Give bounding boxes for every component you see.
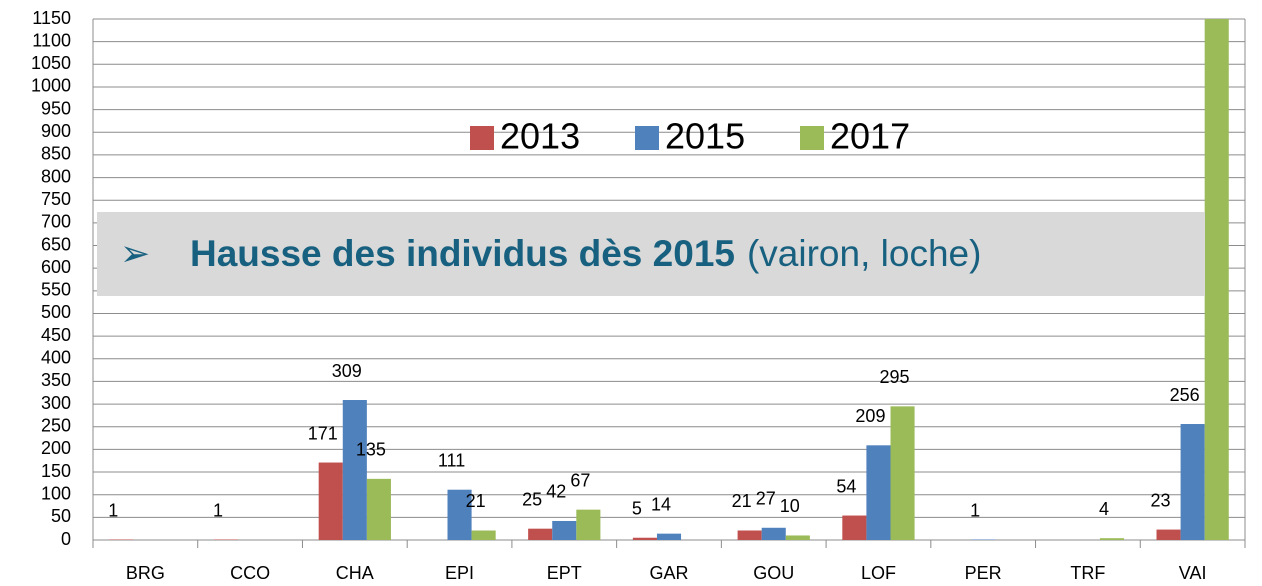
x-tick-label: EPT — [547, 563, 582, 583]
y-tick-label: 1000 — [31, 76, 71, 96]
x-tick-label: EPI — [445, 563, 474, 583]
x-tick-label: PER — [965, 563, 1002, 583]
legend-label: 2013 — [500, 116, 580, 157]
data-label: 27 — [756, 489, 776, 509]
y-tick-label: 100 — [41, 483, 71, 503]
bar — [1099, 538, 1125, 540]
data-label: 1 — [970, 500, 980, 520]
x-tick-label: CHA — [336, 563, 374, 583]
legend-label: 2015 — [665, 116, 745, 157]
data-label: 209 — [855, 406, 885, 426]
y-tick-label: 800 — [41, 166, 71, 186]
y-tick-label: 550 — [41, 280, 71, 300]
y-tick-label: 1100 — [32, 30, 71, 50]
data-label: 21 — [732, 491, 752, 511]
x-tick-label: GAR — [649, 563, 688, 583]
x-tick-label: CCO — [230, 563, 270, 583]
bar — [471, 530, 496, 540]
y-tick-label: 1050 — [31, 53, 71, 73]
data-label: 309 — [332, 361, 362, 381]
data-label: 14 — [651, 494, 671, 514]
annotation-bullet: ➢ — [120, 233, 150, 274]
data-label: 1 — [213, 500, 223, 520]
data-label: 111 — [438, 450, 465, 470]
bar — [1204, 19, 1229, 540]
data-label: 10 — [780, 496, 800, 516]
bar — [761, 527, 786, 540]
annotation-box — [97, 212, 1205, 296]
annotation-normal: (vairon, loche) — [747, 233, 981, 274]
y-tick-label: 50 — [51, 506, 71, 526]
bar — [1156, 529, 1181, 540]
data-label: 295 — [880, 367, 910, 387]
bar — [576, 509, 601, 540]
bar — [318, 462, 343, 540]
data-label: 54 — [836, 476, 856, 496]
data-label: 5 — [632, 498, 642, 518]
y-tick-label: 700 — [41, 212, 71, 232]
bar — [528, 528, 553, 540]
bar — [785, 535, 810, 540]
x-tick-label: BRG — [126, 563, 165, 583]
y-tick-label: 650 — [41, 234, 71, 254]
y-tick-label: 200 — [41, 438, 71, 458]
bar — [447, 489, 472, 540]
legend-swatch — [470, 126, 494, 150]
y-tick-label: 350 — [41, 370, 71, 390]
data-label: 25 — [522, 489, 542, 509]
y-tick-label: 950 — [41, 98, 71, 118]
data-label: 21 — [466, 491, 486, 511]
data-label: 1 — [108, 500, 118, 520]
bar — [342, 400, 367, 540]
y-tick-label: 600 — [41, 257, 71, 277]
bar — [632, 537, 657, 540]
data-label: 135 — [356, 440, 386, 460]
y-tick-label: 250 — [41, 415, 71, 435]
y-tick-label: 750 — [41, 189, 71, 209]
bar — [656, 533, 682, 540]
x-tick-label: LOF — [861, 563, 896, 583]
y-tick-label: 900 — [41, 121, 71, 141]
bar — [1180, 424, 1205, 540]
y-tick-label: 300 — [41, 393, 71, 413]
bar — [866, 445, 891, 540]
legend-swatch — [800, 126, 824, 150]
y-tick-label: 1150 — [32, 8, 71, 28]
legend-label: 2017 — [830, 116, 910, 157]
data-label: 67 — [570, 470, 590, 490]
bar — [552, 520, 577, 540]
data-label: 171 — [308, 423, 338, 443]
legend-swatch — [635, 126, 659, 150]
bar — [737, 530, 762, 540]
bar — [366, 478, 391, 540]
x-tick-label: TRF — [1070, 563, 1105, 583]
data-label: 23 — [1151, 490, 1171, 510]
y-tick-label: 400 — [41, 348, 71, 368]
data-label: 256 — [1170, 385, 1200, 405]
annotation-bold: Hausse des individus dès 2015 — [190, 233, 735, 274]
y-tick-label: 150 — [41, 461, 71, 481]
y-tick-label: 450 — [41, 325, 71, 345]
bar — [842, 515, 867, 540]
x-tick-label: VAI — [1179, 563, 1207, 583]
data-label: 4 — [1099, 499, 1109, 519]
bar — [890, 406, 915, 540]
y-tick-label: 850 — [41, 144, 71, 164]
x-tick-label: GOU — [753, 563, 794, 583]
y-tick-label: 0 — [61, 529, 71, 549]
data-label: 42 — [546, 482, 566, 502]
y-tick-label: 500 — [41, 302, 71, 322]
